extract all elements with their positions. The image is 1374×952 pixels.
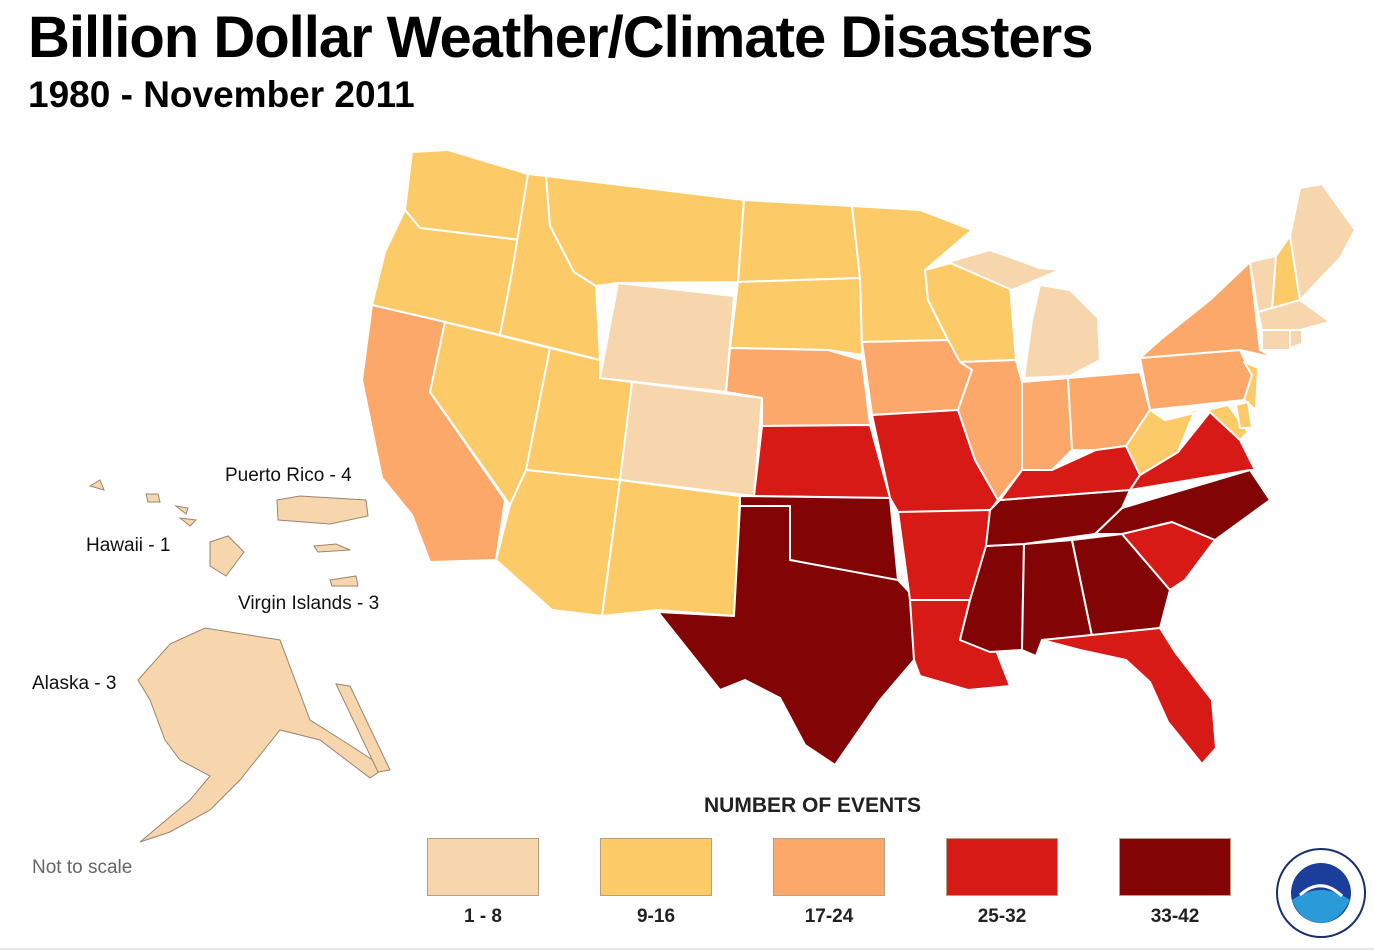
legend-swatch — [1119, 838, 1231, 896]
state-rhode-island — [1289, 329, 1303, 349]
territory-label-alaska: Alaska - 3 — [32, 673, 117, 694]
legend-label: 9-16 — [636, 906, 676, 927]
territory-hawaii-shape — [88, 479, 245, 577]
scale-note: Not to scale — [32, 857, 133, 878]
territory-alaska-shape — [137, 627, 386, 843]
state-michigan — [1023, 284, 1101, 379]
territory-label-puerto-rico: Puerto Rico - 4 — [225, 465, 352, 486]
map-title: Billion Dollar Weather/Climate Disasters — [28, 5, 1093, 70]
state-indiana — [1021, 377, 1073, 471]
state-massachusetts — [1257, 299, 1331, 331]
state-north-dakota — [737, 199, 861, 283]
state-texas — [657, 505, 915, 766]
legend-item-2: 9-16 — [600, 838, 712, 928]
state-kansas — [753, 424, 891, 499]
state-new-york — [1139, 261, 1276, 359]
territory-label-virgin-islands: Virgin Islands - 3 — [238, 593, 380, 614]
state-pennsylvania — [1139, 349, 1253, 411]
state-south-dakota — [729, 277, 863, 356]
legend-label: 33-42 — [1150, 906, 1200, 927]
noaa-logo — [1276, 848, 1366, 938]
map-subtitle: 1980 - November 2011 — [28, 74, 415, 115]
state-florida — [1041, 627, 1217, 765]
legend-swatch — [773, 838, 885, 896]
state-maryland — [1164, 404, 1249, 441]
state-illinois — [957, 359, 1023, 501]
territory-puerto-rico-shape — [276, 495, 369, 525]
state-colorado — [619, 381, 763, 497]
legend-item-5: 33-42 — [1119, 838, 1231, 928]
legend-label: 1 - 8 — [463, 906, 503, 927]
state-michigan-upper — [947, 249, 1061, 291]
legend-item-4: 25-32 — [946, 838, 1058, 928]
state-new-jersey — [1243, 361, 1259, 411]
territory-virgin-islands-shape — [313, 543, 359, 587]
legend-swatch — [946, 838, 1058, 896]
bottom-divider — [0, 948, 1374, 950]
territory-label-hawaii: Hawaii - 1 — [86, 535, 171, 556]
state-montana — [545, 175, 745, 287]
state-wyoming — [599, 282, 735, 393]
legend-label: 17-24 — [804, 906, 854, 927]
legend-swatch — [427, 838, 539, 896]
state-new-mexico — [601, 479, 741, 617]
state-connecticut — [1261, 329, 1291, 351]
legend-item-3: 17-24 — [773, 838, 885, 928]
state-delaware — [1235, 401, 1253, 429]
state-maine — [1289, 183, 1356, 301]
state-north-carolina — [1094, 469, 1271, 541]
legend-item-1: 1 - 8 — [427, 838, 539, 928]
legend-label: 25-32 — [977, 906, 1027, 927]
territory-alaska-panhandle — [335, 683, 391, 773]
state-washington — [404, 149, 529, 241]
legend-title: NUMBER OF EVENTS — [704, 794, 922, 817]
legend-swatch — [600, 838, 712, 896]
